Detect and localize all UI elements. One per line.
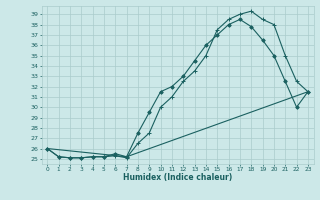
- X-axis label: Humidex (Indice chaleur): Humidex (Indice chaleur): [123, 173, 232, 182]
